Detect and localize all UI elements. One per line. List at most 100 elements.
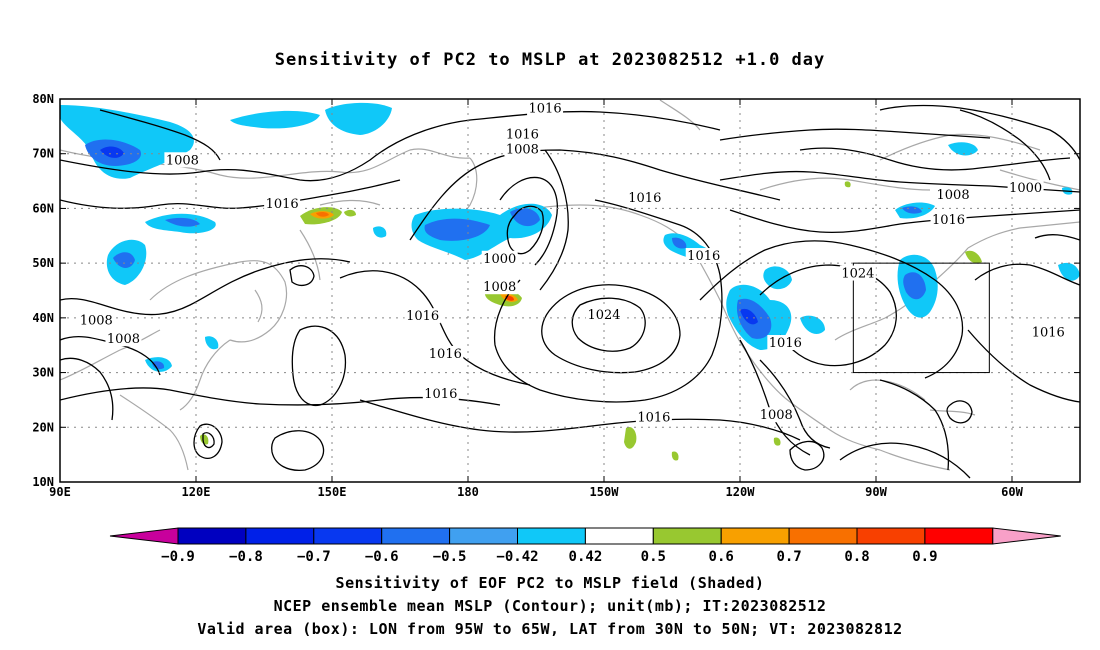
y-tick-label: 40N: [32, 311, 54, 325]
contour-label: 1016: [506, 128, 539, 143]
colorbar-label: −0.7: [297, 549, 331, 565]
contour-label-bg: [504, 141, 541, 157]
contour-label: 1016: [266, 197, 299, 212]
contour-label: 1016: [637, 410, 670, 425]
contour-label: 1016: [424, 387, 457, 402]
x-tick-label: 90E: [49, 485, 71, 499]
colorbar-label: 0.42: [569, 549, 603, 565]
x-tick-label: 60W: [1001, 485, 1023, 499]
y-tick-label: 10N: [32, 475, 54, 489]
contour-label-bg: [427, 345, 464, 361]
contour-label: 1016: [932, 213, 965, 228]
contour-label: 1008: [107, 332, 140, 347]
contour-label: 1016: [1032, 326, 1065, 341]
y-tick-label: 30N: [32, 366, 54, 380]
colorbar-swatch: [584, 527, 654, 545]
colorbar-label: −0.9: [161, 549, 195, 565]
caption-line-3: Valid area (box): LON from 95W to 65W, L…: [197, 620, 903, 638]
contour-label-bg: [930, 211, 967, 227]
colorbar-swatch: [720, 527, 790, 545]
contour-label: 1016: [429, 347, 462, 362]
caption-line-1: Sensitivity of EOF PC2 to MSLP field (Sh…: [335, 574, 765, 592]
contour-label-bg: [481, 250, 518, 266]
y-tick-label: 80N: [32, 92, 54, 106]
colorbar-label: 0.5: [641, 549, 666, 565]
y-tick-label: 20N: [32, 420, 54, 434]
map-frame: [59, 98, 1081, 483]
contour-label-bg: [685, 248, 722, 264]
x-tick-label: 180: [457, 485, 479, 499]
colorbar-swatch: [788, 527, 858, 545]
colorbar-label: −0.5: [433, 549, 467, 565]
x-tick-label: 150W: [590, 485, 620, 499]
y-tick-label: 70N: [32, 147, 54, 161]
colorbar-triangle-left: [109, 527, 179, 545]
colorbar-swatch: [245, 527, 315, 545]
colorbar-label: −0.8: [229, 549, 263, 565]
contour-label: 1024: [841, 267, 874, 282]
chart-title: Sensitivity of PC2 to MSLP at 2023082512…: [274, 50, 826, 70]
x-tick-label: 120E: [182, 485, 211, 499]
contour-label-bg: [767, 335, 804, 351]
colorbar-swatch: [652, 527, 722, 545]
colorbar-label: −0.42: [496, 549, 538, 565]
axis-ticks: 90E 120E 150E 180 150W 120W 90W 60W 80N 70N 60N 50N…: [32, 92, 1080, 499]
contour-label-bg: [164, 152, 201, 168]
contour-label-bg: [422, 385, 459, 401]
contour-label: 1008: [483, 280, 516, 295]
colorbar-swatch: [856, 527, 926, 545]
contour-label: 1008: [80, 314, 113, 329]
contour-label: 1000: [483, 252, 516, 267]
colorbar-swatch: [177, 527, 247, 545]
contour-label: 1008: [506, 142, 539, 157]
contour-label: 1016: [769, 336, 802, 351]
sensitivity-shading: [60, 102, 1080, 461]
contour-label-bg: [264, 196, 301, 212]
colorbar-swatch: [381, 527, 451, 545]
y-tick-label: 60N: [32, 201, 54, 215]
colorbar-swatch: [313, 527, 383, 545]
colorbar-swatch: [517, 527, 586, 545]
contour-label-bg: [758, 407, 795, 423]
contour-label: 1000: [1009, 181, 1042, 196]
colorbar-label: 0.8: [844, 549, 869, 565]
coastlines: [60, 99, 1080, 471]
colorbar-label: 0.7: [776, 549, 801, 565]
contour-label: 1008: [166, 153, 199, 168]
contour-label: 1016: [406, 309, 439, 324]
colorbar-label: −0.6: [365, 549, 399, 565]
contour-label-bg: [935, 186, 972, 202]
contour-label: 1008: [760, 408, 793, 423]
contour-label-bg: [626, 190, 663, 206]
contour-label: 1016: [628, 191, 661, 206]
contour-label-bg: [635, 409, 672, 425]
x-tick-label: 150E: [318, 485, 347, 499]
contour-label-bg: [481, 279, 518, 295]
colorbar-triangle-right: [992, 527, 1061, 545]
colorbar-swatch: [924, 527, 994, 545]
contour-label: 1016: [687, 249, 720, 264]
contour-label-bg: [105, 331, 142, 347]
contour-label-bg: [586, 307, 622, 323]
contour-label-bg: [1007, 180, 1044, 196]
y-tick-label: 50N: [32, 256, 54, 270]
contour-label-bg: [839, 265, 876, 281]
contour-label-bg: [504, 126, 541, 142]
colorbar-label: 0.6: [709, 549, 734, 565]
x-tick-label: 90W: [865, 485, 887, 499]
contour-label-bg: [1030, 324, 1067, 340]
contour-label-bg: [527, 100, 564, 116]
contour-label: 1008: [937, 188, 970, 203]
contour-label-bg: [404, 308, 441, 324]
x-tick-label: 120W: [726, 485, 756, 499]
colorbar: −0.9 −0.8 −0.7 −0.6 −0.5 −0.42 0.42 0.5 0.6 0.7 0.…: [109, 527, 1061, 565]
colorbar-label: 0.9: [912, 549, 937, 565]
valid-area-box: [852, 262, 990, 374]
contour-label-bg: [78, 312, 115, 328]
contour-label: 1024: [587, 308, 620, 323]
colorbar-swatch: [449, 527, 519, 545]
caption-line-2: NCEP ensemble mean MSLP (Contour); unit(…: [273, 597, 827, 615]
contour-label: 1016: [529, 101, 562, 116]
